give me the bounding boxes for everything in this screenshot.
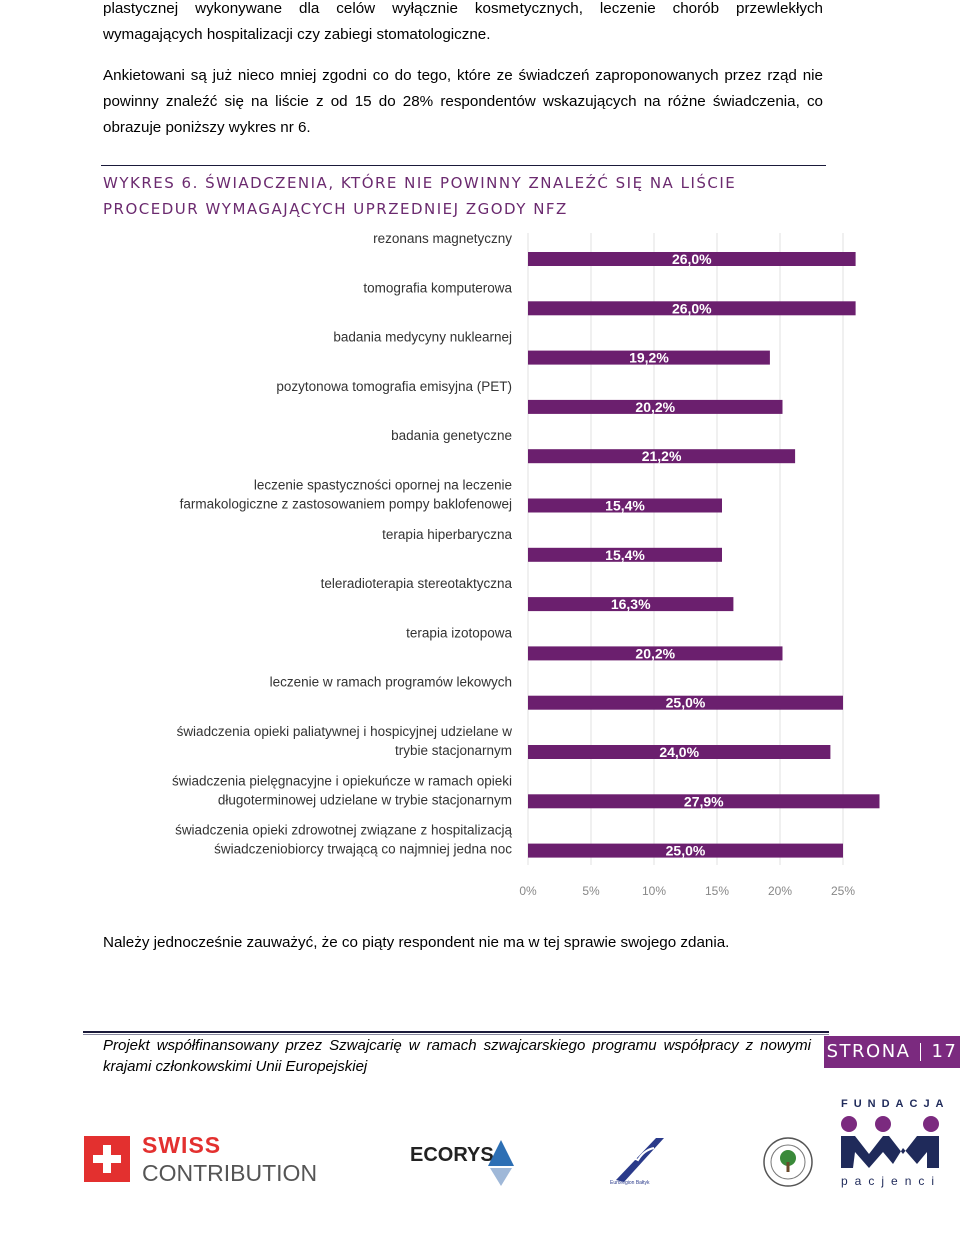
bar: [528, 350, 770, 365]
data-label: 26,0%: [672, 300, 712, 316]
paragraph-continuation: plastycznej wykonywane dla celów wyłączn…: [103, 0, 823, 43]
bar: [528, 547, 722, 562]
category-label: pozytonowa tomografia emisyjna (PET): [276, 379, 512, 394]
seagull-icon: [616, 1138, 664, 1182]
bar: [528, 646, 783, 661]
x-tick-label: 10%: [642, 884, 666, 898]
mm-people-icon: [841, 1116, 939, 1168]
x-tick-label: 25%: [831, 884, 855, 898]
euroregion-baltyk-logo: Euroregion Bałtyk: [608, 1138, 668, 1190]
bar: [528, 597, 734, 612]
x-tick-label: 5%: [582, 884, 600, 898]
category-label: leczenie spastyczności opornej na leczen…: [254, 478, 512, 493]
category-label: świadczenia opieki paliatywnej i hospicy…: [177, 724, 513, 739]
category-label: badania medycyny nuklearnej: [333, 330, 512, 345]
bar: [528, 794, 880, 809]
page-number-tag: STRONA 17: [824, 1036, 960, 1068]
bar: [528, 449, 796, 464]
category-label: świadczenia pielęgnacyjne i opiekuńcze w…: [172, 773, 512, 788]
footer-rule-dark: [83, 1031, 829, 1033]
ecorys-logo: ECORYS: [410, 1140, 520, 1190]
bar: [528, 301, 856, 316]
seal-tree-icon: [763, 1137, 813, 1187]
category-label: teleradioterapia stereotaktyczna: [321, 576, 513, 591]
contribution-logo-text: CONTRIBUTION: [142, 1160, 318, 1186]
page-number: 17: [931, 1041, 958, 1062]
category-label: świadczenia opieki zdrowotnej związane z…: [175, 823, 512, 838]
x-tick-label: 20%: [768, 884, 792, 898]
data-label: 24,0%: [659, 744, 699, 760]
swiss-contribution-logo: SWISS CONTRIBUTION: [84, 1132, 324, 1186]
data-label: 16,3%: [611, 596, 651, 612]
data-label: 27,9%: [684, 793, 724, 809]
bar: [528, 399, 783, 414]
chart-title: WYKRES 6. ŚWIADCZENIA, KTÓRE NIE POWINNY…: [103, 174, 737, 218]
pacjenci-logo-text: pacjenci: [841, 1174, 942, 1188]
data-label: 25,0%: [666, 843, 706, 859]
category-label: farmakologiczne z zastosowaniem pompy ba…: [180, 497, 512, 512]
fundacja-logo-text: FUNDACJA: [841, 1098, 950, 1110]
data-label: 19,2%: [629, 350, 669, 366]
bar: [528, 498, 722, 513]
data-label: 21,2%: [642, 448, 682, 464]
paragraph-no-opinion: Należy jednocześnie zauważyć, że co piąt…: [103, 934, 730, 951]
ecorys-logo-text: ECORYS: [410, 1144, 494, 1166]
data-label: 15,4%: [605, 498, 645, 514]
fundacja-mm-pacjenci-logo: FUNDACJA pacjenci: [835, 1098, 945, 1190]
euroregion-caption: Euroregion Bałtyk: [610, 1180, 650, 1186]
chart-top-rule: [101, 165, 826, 166]
data-label: 26,0%: [672, 251, 712, 267]
category-label: tomografia komputerowa: [363, 280, 512, 295]
footer-rule-light: [83, 1034, 829, 1035]
paragraph-intro-chart: Ankietowani są już nieco mniej zgodni co…: [103, 67, 823, 136]
category-label: leczenie w ramach programów lekowych: [270, 675, 512, 690]
bar: [528, 745, 831, 759]
bar: [528, 695, 843, 710]
swiss-logo-text: SWISS: [142, 1132, 222, 1158]
swiss-flag-icon: [84, 1136, 130, 1182]
category-label: terapia hiperbaryczna: [382, 527, 512, 542]
category-label: trybie stacjonarnym: [395, 743, 512, 758]
bar-chart: rezonans magnetyczny 26,0% tomografia komp…: [172, 231, 880, 898]
category-label: długoterminowej udzielane w trybie stacj…: [218, 792, 512, 807]
footer-funding-note: Projekt współfinansowany przez Szwajcari…: [103, 1037, 811, 1075]
data-label: 25,0%: [666, 695, 706, 711]
fundacja-seal-logo: [762, 1136, 814, 1188]
bar: [528, 252, 856, 266]
x-tick-label: 0%: [519, 884, 537, 898]
data-label: 15,4%: [605, 547, 645, 563]
category-label: badania genetyczne: [391, 428, 512, 443]
category-label: terapia izotopowa: [406, 625, 512, 640]
data-label: 20,2%: [635, 645, 675, 661]
page-word: STRONA: [826, 1041, 911, 1062]
ecorys-triangle-icon: [488, 1140, 514, 1186]
bar: [528, 843, 843, 858]
data-label: 20,2%: [635, 399, 675, 415]
x-tick-label: 15%: [705, 884, 729, 898]
category-label: świadczeniobiorcy trwającą co najmniej j…: [214, 842, 512, 857]
category-label: rezonans magnetyczny: [373, 231, 512, 246]
